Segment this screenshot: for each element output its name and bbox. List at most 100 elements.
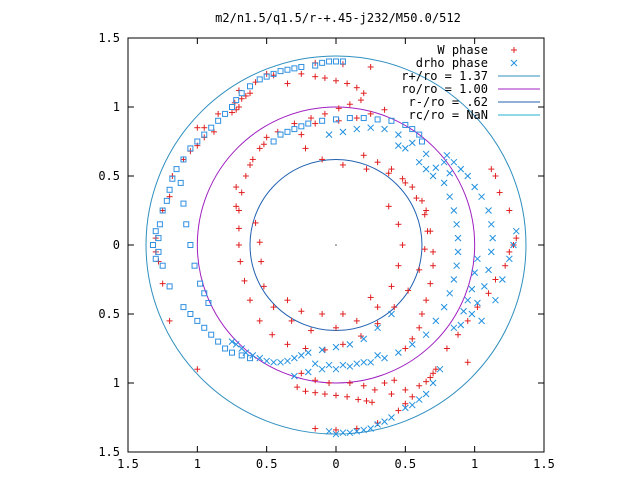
w-phase-point: [270, 304, 277, 311]
w-phase-point: [353, 115, 360, 122]
w-phase-point: [326, 380, 333, 386]
drho-phase-point: [187, 242, 194, 248]
drho-phase-point: [416, 131, 423, 138]
drho-phase-point: [305, 120, 312, 127]
drho-phase-point: [446, 193, 454, 201]
legend-label: ro/ro = 1.00: [401, 82, 488, 96]
w-phase-point: [312, 389, 319, 396]
w-phase-point: [308, 115, 315, 122]
drho-phase-point: [440, 179, 448, 187]
w-phase-point: [260, 141, 267, 148]
w-phase-point: [427, 280, 434, 287]
w-phase-point: [235, 225, 242, 232]
drho-phase-point: [291, 354, 298, 362]
drho-phase-point: [325, 361, 333, 369]
drho-phase-point: [238, 352, 245, 359]
w-phase-point: [346, 380, 353, 386]
x-tick-label: 1.5: [533, 457, 555, 471]
y-tick-label: 0.5: [98, 307, 120, 321]
drho-phase-point: [422, 331, 430, 339]
drho-phase-point: [238, 90, 245, 97]
w-phase-point: [388, 391, 395, 398]
drho-phase-point: [304, 368, 312, 376]
drho-phase-point: [408, 401, 416, 409]
w-phase-point: [402, 345, 409, 352]
legend-label: drho phase: [416, 56, 488, 70]
w-phase-point: [357, 97, 364, 104]
w-phase-point: [418, 311, 425, 317]
drho-phase-point: [155, 248, 162, 255]
w-phase-point: [319, 156, 326, 163]
drho-phase-point: [510, 241, 517, 249]
y-tick-label: 0: [113, 238, 120, 252]
drho-phase-point: [326, 58, 333, 65]
drho-phase-point: [332, 365, 340, 373]
w-phase-point: [496, 189, 503, 196]
drho-phase-point: [256, 76, 263, 83]
w-phase-point: [247, 90, 254, 97]
circle-ro: [196, 106, 476, 384]
w-phase-point: [427, 228, 434, 235]
w-phase-point: [298, 370, 305, 377]
w-phase-point: [474, 304, 481, 311]
drho-phase-point: [468, 285, 476, 293]
w-phase-point: [416, 382, 423, 389]
drho-phase-point: [360, 115, 367, 122]
drho-phase-point: [222, 345, 229, 352]
drho-phase-point: [381, 125, 388, 133]
drho-phase-point: [152, 228, 159, 235]
drho-phase-point: [208, 331, 215, 338]
drho-phase-point: [312, 62, 319, 69]
w-phase-point: [360, 152, 367, 159]
drho-phase-point: [418, 138, 425, 145]
drho-phase-point: [291, 65, 298, 72]
drho-phase-point: [173, 166, 180, 173]
legend-marker-sample: [510, 59, 518, 67]
data-points: [149, 58, 520, 438]
drho-phase-point: [291, 126, 298, 133]
drho-phase-point: [408, 341, 416, 348]
drho-phase-point: [319, 59, 326, 66]
drho-phase-point: [166, 186, 173, 193]
w-phase-point: [427, 374, 434, 381]
drho-phase-point: [304, 349, 312, 356]
drho-phase-point: [471, 183, 479, 191]
w-phase-point: [241, 277, 248, 284]
w-phase-point: [312, 425, 319, 432]
w-phase-point: [321, 346, 328, 353]
w-phase-point: [256, 239, 263, 246]
w-phase-point: [455, 331, 462, 338]
w-phase-point: [319, 311, 326, 317]
drho-phase-point: [194, 317, 201, 324]
drho-phase-point: [446, 289, 454, 297]
drho-phase-point: [353, 125, 361, 133]
w-phase-point: [423, 207, 430, 214]
w-phase-point: [312, 73, 319, 80]
drho-phase-point: [478, 193, 485, 201]
w-phase-point: [385, 170, 392, 177]
drho-phase-point: [155, 235, 162, 242]
drho-phase-point: [505, 255, 513, 263]
w-phase-point: [291, 120, 298, 127]
w-phase-point: [298, 70, 305, 77]
drho-phase-point: [346, 429, 354, 437]
drho-phase-point: [481, 283, 488, 290]
w-phase-point: [374, 304, 381, 311]
drho-phase-point: [333, 116, 339, 123]
drho-phase-point: [311, 360, 319, 368]
w-phase-point: [418, 197, 425, 204]
drho-phase-point: [333, 58, 339, 65]
w-phase-point: [385, 203, 392, 210]
x-tick-label: 0.5: [256, 457, 278, 471]
drho-phase-point: [367, 425, 375, 432]
drho-phase-point: [346, 341, 354, 348]
drho-phase-point: [450, 158, 458, 166]
drho-phase-point: [401, 404, 409, 412]
w-phase-point: [506, 248, 513, 255]
w-phase-point: [395, 262, 402, 269]
w-phase-point: [374, 420, 381, 427]
w-phase-point: [405, 287, 412, 294]
w-phase-point: [263, 134, 270, 141]
drho-phase-point: [388, 414, 395, 421]
